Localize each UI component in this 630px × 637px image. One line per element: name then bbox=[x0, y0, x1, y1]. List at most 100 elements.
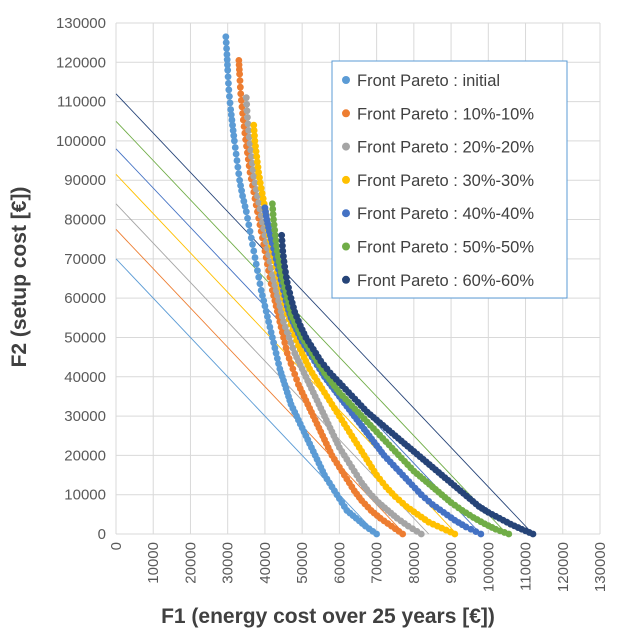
guide-line bbox=[115, 120, 508, 535]
data-point bbox=[278, 328, 286, 336]
x-tick-label: 20000 bbox=[182, 542, 199, 584]
data-point bbox=[276, 263, 284, 271]
legend-marker bbox=[342, 175, 350, 184]
data-point bbox=[236, 77, 244, 85]
y-tick-label: 30000 bbox=[64, 408, 106, 425]
y-tick-label: 10000 bbox=[64, 487, 106, 504]
legend-entry: Front Pareto : 60%-60% bbox=[357, 272, 534, 290]
data-point bbox=[224, 61, 231, 69]
data-point bbox=[259, 195, 267, 202]
legend-entry: Front Pareto : 20%-20% bbox=[357, 139, 534, 157]
data-point bbox=[252, 142, 259, 150]
data-point bbox=[271, 344, 279, 352]
data-point bbox=[273, 355, 281, 362]
data-point bbox=[373, 530, 381, 538]
data-point bbox=[268, 200, 276, 208]
data-point bbox=[232, 150, 240, 158]
data-point bbox=[282, 273, 290, 281]
data-point bbox=[280, 252, 287, 260]
data-point bbox=[227, 111, 235, 119]
x-tick-label: 90000 bbox=[443, 542, 460, 584]
data-point bbox=[244, 214, 251, 222]
x-tick-label: 60000 bbox=[331, 542, 348, 584]
data-point bbox=[249, 241, 256, 248]
data-point bbox=[253, 158, 261, 166]
data-point bbox=[291, 370, 299, 378]
legend-entry: Front Pareto : 40%-40% bbox=[357, 205, 534, 223]
data-point bbox=[225, 79, 232, 87]
data-point bbox=[256, 280, 264, 288]
data-point bbox=[236, 176, 244, 184]
data-point bbox=[286, 289, 294, 297]
y-tick-labels: 0 10000 20000 30000 40000 50000 60000 70000 8000… bbox=[56, 15, 106, 543]
data-point bbox=[235, 170, 243, 178]
legend-marker bbox=[342, 209, 350, 218]
data-point bbox=[280, 258, 288, 265]
data-point bbox=[242, 208, 250, 216]
data-point bbox=[269, 210, 277, 218]
data-point bbox=[417, 530, 425, 538]
y-tick-label: 90000 bbox=[64, 172, 106, 189]
y-tick-label: 130000 bbox=[56, 15, 106, 32]
data-point bbox=[281, 339, 289, 347]
legend-box bbox=[331, 60, 568, 299]
data-point bbox=[224, 66, 232, 74]
legend-entry: Front Pareto : 30%-30% bbox=[357, 172, 534, 190]
data-point bbox=[257, 184, 265, 192]
data-point bbox=[256, 179, 264, 187]
data-point bbox=[270, 339, 278, 347]
data-point bbox=[287, 339, 295, 347]
data-point bbox=[274, 252, 282, 260]
data-point bbox=[240, 197, 248, 205]
data-point bbox=[275, 258, 283, 265]
x-tick-label: 110000 bbox=[518, 542, 535, 591]
data-point bbox=[273, 242, 280, 250]
data-point bbox=[279, 247, 287, 255]
data-point bbox=[237, 182, 244, 189]
data-point bbox=[237, 90, 245, 98]
data-point bbox=[262, 307, 270, 315]
legend-entry: Front Pareto : 50%-50% bbox=[357, 239, 534, 257]
data-point bbox=[282, 344, 290, 352]
data-points bbox=[222, 33, 537, 538]
legend-entry: Front Pareto : initial bbox=[357, 72, 500, 90]
data-point bbox=[244, 120, 252, 128]
x-tick-label: 100000 bbox=[480, 542, 497, 592]
data-point bbox=[248, 159, 256, 167]
data-point bbox=[280, 334, 287, 341]
data-point bbox=[266, 258, 274, 265]
data-point bbox=[289, 344, 297, 352]
y-tick-label: 100000 bbox=[56, 133, 106, 150]
data-point bbox=[279, 242, 286, 250]
data-point bbox=[477, 530, 485, 538]
x-tick-label: 10000 bbox=[145, 542, 162, 584]
y-tick-label: 120000 bbox=[56, 54, 106, 71]
data-point bbox=[228, 116, 236, 124]
data-point bbox=[281, 263, 289, 271]
data-point bbox=[226, 99, 234, 107]
y-tick-label: 50000 bbox=[64, 329, 106, 346]
data-point bbox=[247, 146, 255, 154]
y-tick-label: 110000 bbox=[57, 94, 106, 111]
data-point bbox=[233, 157, 241, 164]
data-point bbox=[255, 168, 262, 176]
x-tick-label: 130000 bbox=[592, 542, 609, 592]
guide-line bbox=[115, 93, 534, 535]
data-point bbox=[278, 231, 286, 239]
y-tick-label: 20000 bbox=[64, 447, 106, 464]
data-point bbox=[255, 273, 263, 281]
data-point bbox=[236, 83, 244, 91]
x-tick-label: 40000 bbox=[257, 542, 274, 584]
data-point bbox=[251, 132, 258, 140]
data-point bbox=[285, 355, 293, 362]
data-point bbox=[243, 100, 251, 108]
data-point bbox=[529, 530, 537, 538]
data-point bbox=[266, 323, 274, 331]
data-point bbox=[243, 107, 251, 115]
y-tick-label: 40000 bbox=[64, 369, 106, 386]
data-point bbox=[250, 172, 258, 180]
x-tick-label: 120000 bbox=[555, 542, 572, 592]
data-point bbox=[223, 45, 230, 52]
y-tick-label: 70000 bbox=[64, 251, 106, 268]
data-point bbox=[282, 268, 289, 276]
